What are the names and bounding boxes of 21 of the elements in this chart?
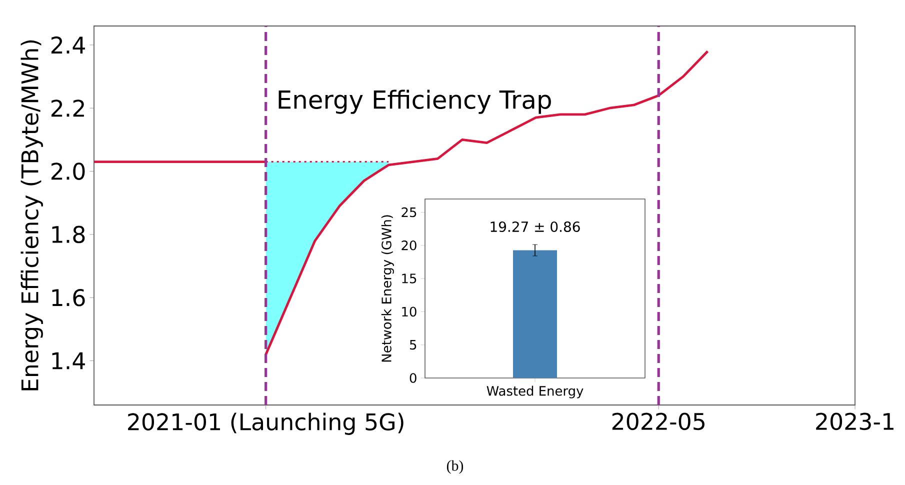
y-tick-label: 2.4 [51, 36, 85, 54]
y-tick-label: 2.0 [51, 162, 85, 180]
y-tick-label: 5 [410, 340, 416, 350]
y-axis-title: Network Energy (GWh) [381, 215, 394, 362]
y-tick-label: 2.2 [51, 100, 84, 117]
y-tick-label: 25 [402, 207, 416, 218]
y-tick-label: 20 [402, 240, 416, 250]
y-axis-title: Energy Efficiency (TByte/MWh) [20, 40, 43, 390]
data-label: 19.27 ± 0.86 [490, 221, 580, 232]
x-tick-label: Wasted Energy [486, 386, 584, 398]
y-tick-label: 15 [402, 274, 416, 284]
y-tick-label: 1.6 [52, 288, 85, 306]
x-tick-label: 2023-1 [816, 412, 894, 430]
y-tick-label: 1.4 [52, 352, 85, 370]
text: (b) [446, 460, 464, 474]
y-tick-label: 10 [402, 306, 416, 317]
annotation: Energy Efficiency Trap [278, 90, 551, 114]
x-tick-label: 2022-05 [612, 412, 704, 430]
y-tick-label: 0 [410, 373, 416, 383]
x-tick-label: 2021-01 (Launching 5G) [128, 412, 404, 435]
y-tick-label: 1.8 [52, 226, 85, 244]
